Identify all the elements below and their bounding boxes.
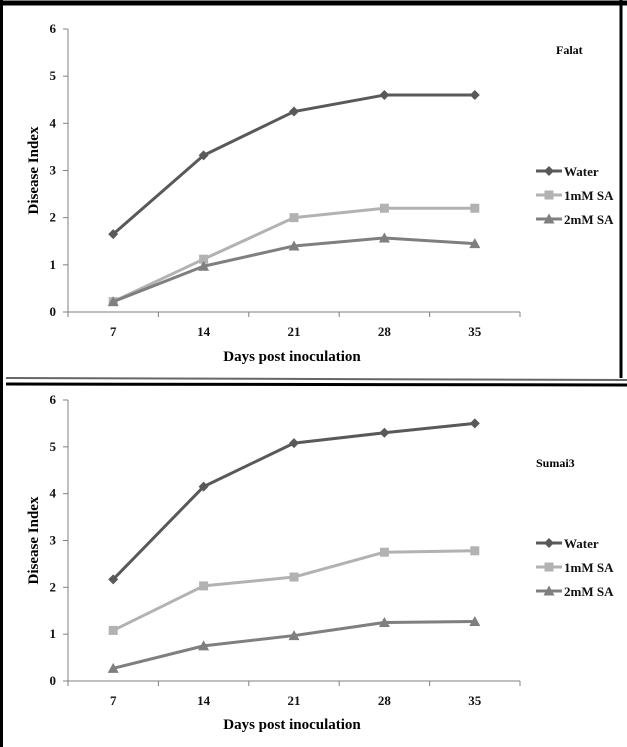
data-point — [108, 625, 118, 635]
y-tick-label: 0 — [50, 673, 57, 688]
data-point — [107, 296, 119, 307]
data-point — [198, 640, 210, 651]
data-point — [107, 662, 119, 673]
x-tick-label: 28 — [378, 693, 392, 708]
data-point — [378, 616, 390, 627]
series-water — [108, 90, 480, 240]
series-water — [108, 418, 480, 585]
data-point — [469, 238, 481, 249]
legend-marker — [544, 538, 554, 548]
data-point — [289, 213, 299, 223]
data-point — [379, 547, 389, 557]
y-tick-label: 6 — [50, 392, 57, 407]
y-tick-label: 3 — [50, 533, 57, 548]
legend-entry: 1mM SA — [536, 560, 614, 575]
x-axis-title: Days post inoculation — [223, 717, 361, 733]
data-point — [379, 90, 390, 101]
x-tick-label: 21 — [288, 324, 301, 339]
x-tick-label: 14 — [197, 693, 211, 708]
y-tick-label: 5 — [50, 439, 57, 454]
data-point — [199, 254, 209, 264]
legend-marker — [543, 213, 555, 224]
panel-divider — [5, 377, 627, 381]
data-point — [469, 616, 481, 627]
legend-marker — [544, 166, 554, 176]
series-1mm-sa — [108, 546, 480, 635]
data-point — [379, 427, 390, 438]
data-point — [289, 106, 299, 117]
legend-entry: 2mM SA — [536, 212, 614, 227]
data-point — [379, 203, 389, 213]
chart-panel-falat: 0 1 2 3 4 5 6 7 14 21 28 35 Days post inoculation Dis… — [26, 21, 614, 365]
data-point — [108, 574, 119, 585]
legend-label: Water — [564, 164, 599, 179]
legend-label: 2mM SA — [564, 584, 614, 599]
data-point — [108, 229, 119, 240]
data-point — [198, 481, 209, 492]
y-tick-label: 2 — [50, 210, 57, 225]
panel-title: Sumai3 — [536, 456, 575, 470]
x-tick-label: 7 — [110, 324, 117, 339]
y-tick-label: 5 — [50, 68, 57, 83]
legend-label: 1mM SA — [564, 188, 614, 203]
data-point — [198, 150, 209, 161]
y-tick-label: 1 — [50, 626, 57, 641]
legend-entry: Water — [536, 164, 599, 179]
legend-marker — [544, 562, 554, 572]
x-tick-label: 14 — [197, 324, 211, 339]
y-tick-label: 3 — [50, 163, 57, 178]
series-line — [112, 549, 475, 632]
series-2mm-sa — [107, 232, 481, 307]
series-2mm-sa — [107, 616, 481, 673]
x-tick-label: 21 — [288, 693, 301, 708]
data-point — [378, 232, 390, 243]
legend-entry: Water — [536, 536, 599, 551]
y-tick-label: 4 — [50, 115, 57, 130]
legend-marker — [543, 585, 555, 596]
series-line — [112, 206, 475, 303]
y-tick-label: 4 — [50, 486, 57, 501]
y-tick-label: 2 — [50, 579, 57, 594]
series-1mm-sa — [108, 203, 480, 307]
chart-panel-sumai3: 0 1 2 3 4 5 6 7 14 21 28 35 Days post inoculation Dis… — [26, 392, 614, 733]
legend-label: 1mM SA — [564, 560, 614, 575]
data-point — [470, 203, 480, 213]
data-point — [199, 581, 209, 591]
x-axis-title: Days post inoculation — [223, 349, 361, 365]
legend-entry: 2mM SA — [536, 584, 614, 599]
data-point — [198, 260, 210, 271]
data-point — [288, 630, 300, 641]
y-tick-label: 1 — [50, 257, 57, 272]
data-point — [288, 240, 300, 251]
y-tick-label: 0 — [50, 304, 57, 319]
y-axis-title: Disease Index — [26, 126, 42, 214]
panel-title: Falat — [556, 43, 583, 57]
y-axis-title: Disease Index — [26, 496, 42, 584]
data-point — [469, 418, 480, 429]
legend-label: 2mM SA — [564, 212, 614, 227]
x-tick-label: 35 — [468, 324, 482, 339]
legend-entry: 1mM SA — [536, 188, 614, 203]
series-line — [112, 620, 475, 670]
x-tick-label: 35 — [468, 693, 482, 708]
legend-label: Water — [564, 536, 599, 551]
data-point — [289, 438, 299, 449]
x-tick-label: 7 — [110, 693, 117, 708]
data-point — [289, 572, 299, 582]
legend-marker — [544, 190, 554, 200]
data-point — [469, 90, 480, 101]
x-tick-label: 28 — [378, 324, 392, 339]
y-tick-label: 6 — [50, 21, 57, 36]
panel-divider-dark — [5, 382, 627, 387]
data-point — [470, 546, 480, 556]
